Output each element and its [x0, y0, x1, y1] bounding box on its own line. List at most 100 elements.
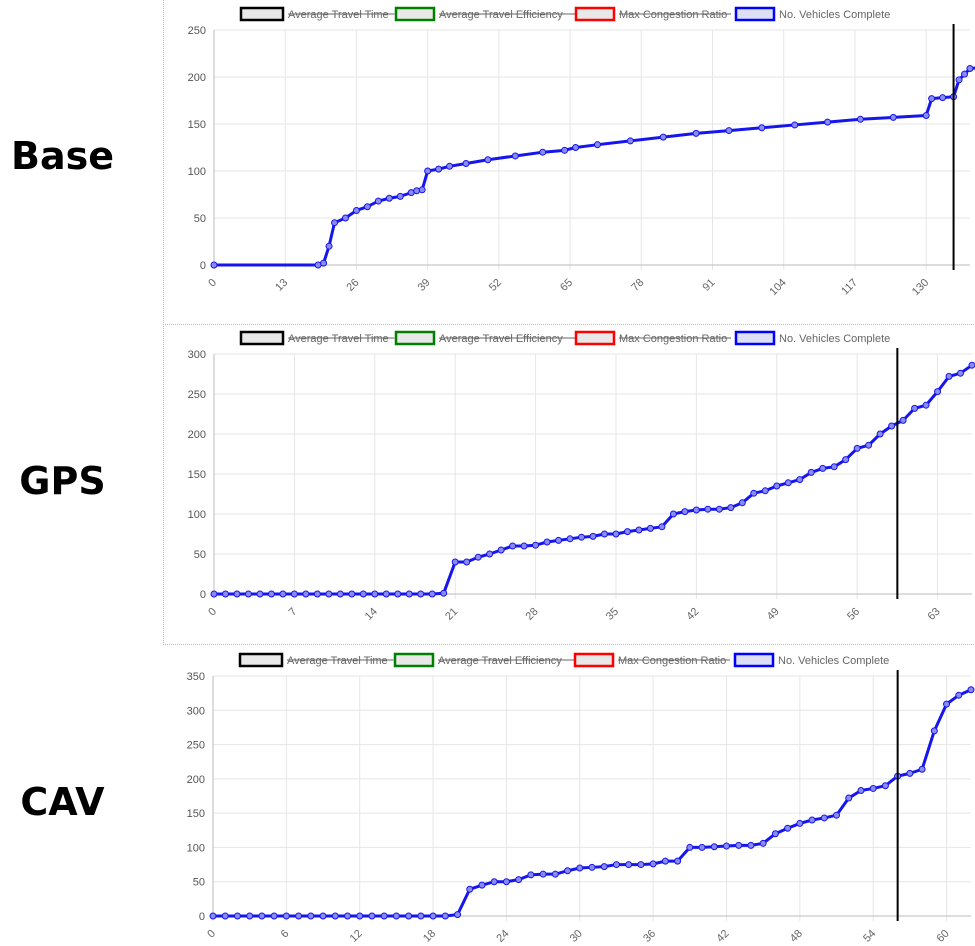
data-point [325, 590, 333, 598]
data-point [853, 444, 861, 452]
data-point [396, 192, 404, 200]
y-tick-label: 0 [200, 260, 206, 272]
data-point [466, 885, 474, 893]
data-point [659, 133, 667, 141]
x-tick-label: 42 [714, 928, 731, 945]
y-tick-label: 200 [187, 774, 205, 786]
y-tick-label: 250 [188, 25, 206, 37]
data-point [295, 912, 303, 920]
legend-item[interactable]: Average Travel Efficiency [393, 652, 578, 668]
data-point [612, 861, 620, 869]
legend-swatch [394, 6, 436, 22]
data-point [256, 590, 264, 598]
data-point [955, 76, 963, 84]
legend-label: Average Travel Time [287, 655, 388, 667]
data-point [509, 542, 517, 550]
data-point [532, 541, 540, 549]
data-point [791, 121, 799, 129]
data-point [290, 590, 298, 598]
data-point [738, 499, 746, 507]
data-point [539, 870, 547, 878]
legend-label: Average Travel Time [288, 9, 389, 21]
chart-base: Average Travel Time Average Travel Effici… [188, 6, 975, 298]
legend-item[interactable]: Average Travel Efficiency [394, 330, 579, 346]
data-point [405, 912, 413, 920]
data-point [474, 553, 482, 561]
data-point [928, 95, 936, 103]
y-tick-label: 100 [188, 166, 206, 178]
data-point [761, 487, 769, 495]
data-point [692, 506, 700, 514]
data-point [490, 878, 498, 886]
data-point [486, 550, 494, 558]
data-point [210, 261, 218, 269]
x-tick-label: 52 [487, 277, 504, 294]
data-point [356, 912, 364, 920]
y-tick-label: 50 [194, 549, 206, 561]
legend-item[interactable]: Max Congestion Ratio [574, 6, 731, 22]
data-point [576, 864, 584, 872]
data-point [961, 70, 969, 78]
data-point [413, 187, 421, 195]
data-point [681, 508, 689, 516]
data-point [551, 870, 559, 878]
data-point [478, 881, 486, 889]
y-tick-label: 250 [187, 740, 205, 752]
data-point [906, 769, 914, 777]
data-point [824, 118, 832, 126]
legend-item[interactable]: Average Travel Efficiency [394, 6, 579, 22]
y-tick-label: 0 [199, 911, 205, 923]
legend-item[interactable]: No. Vehicles Complete [734, 6, 890, 22]
data-point [424, 167, 432, 175]
y-tick-label: 100 [187, 842, 205, 854]
x-tick-label: 14 [363, 606, 380, 623]
legend-item[interactable]: No. Vehicles Complete [733, 652, 889, 668]
data-point [564, 867, 572, 875]
data-point [233, 912, 241, 920]
data-point [955, 691, 963, 699]
data-point [429, 912, 437, 920]
data-point [435, 165, 443, 173]
x-tick-label: 0 [206, 606, 219, 619]
legend-item[interactable]: No. Vehicles Complete [734, 330, 890, 346]
data-point [939, 94, 947, 102]
legend-item[interactable]: Average Travel Time [239, 6, 395, 22]
data-point [520, 542, 528, 550]
data-point [221, 590, 229, 598]
x-tick-label: 56 [845, 606, 862, 623]
x-tick-label: 7 [287, 606, 300, 619]
data-point [578, 533, 586, 541]
data-point [722, 842, 730, 850]
data-point [258, 912, 266, 920]
data-point [555, 536, 563, 544]
data-point [302, 590, 310, 598]
x-tick-label: 13 [273, 277, 290, 294]
data-point [911, 404, 919, 412]
data-point [417, 590, 425, 598]
legend-item[interactable]: Average Travel Time [238, 652, 394, 668]
chart-panel-base: Average Travel Time Average Travel Effici… [163, 0, 975, 325]
legend-label: Average Travel Time [288, 333, 389, 345]
data-point [758, 124, 766, 132]
legend-swatch [573, 652, 615, 668]
y-tick-label: 0 [200, 589, 206, 601]
data-point [686, 843, 694, 851]
x-tick-label: 12 [348, 928, 365, 945]
legend-swatch [239, 330, 285, 346]
data-point [888, 422, 896, 430]
legend-item[interactable]: Max Congestion Ratio [574, 330, 731, 346]
legend-item[interactable]: Average Travel Time [239, 330, 395, 346]
chart-panel-gps: Average Travel Time Average Travel Effici… [163, 324, 975, 645]
y-tick-label: 100 [188, 509, 206, 521]
row-label-base: Base [11, 134, 114, 178]
data-point [382, 590, 390, 598]
data-point [451, 558, 459, 566]
series-line [214, 363, 973, 596]
data-point [759, 839, 767, 847]
data-point [600, 863, 608, 871]
legend-label: Average Travel Efficiency [438, 655, 562, 667]
data-point [371, 590, 379, 598]
x-tick-label: 24 [494, 928, 511, 945]
legend-item[interactable]: Max Congestion Ratio [573, 652, 730, 668]
y-tick-label: 150 [188, 469, 206, 481]
